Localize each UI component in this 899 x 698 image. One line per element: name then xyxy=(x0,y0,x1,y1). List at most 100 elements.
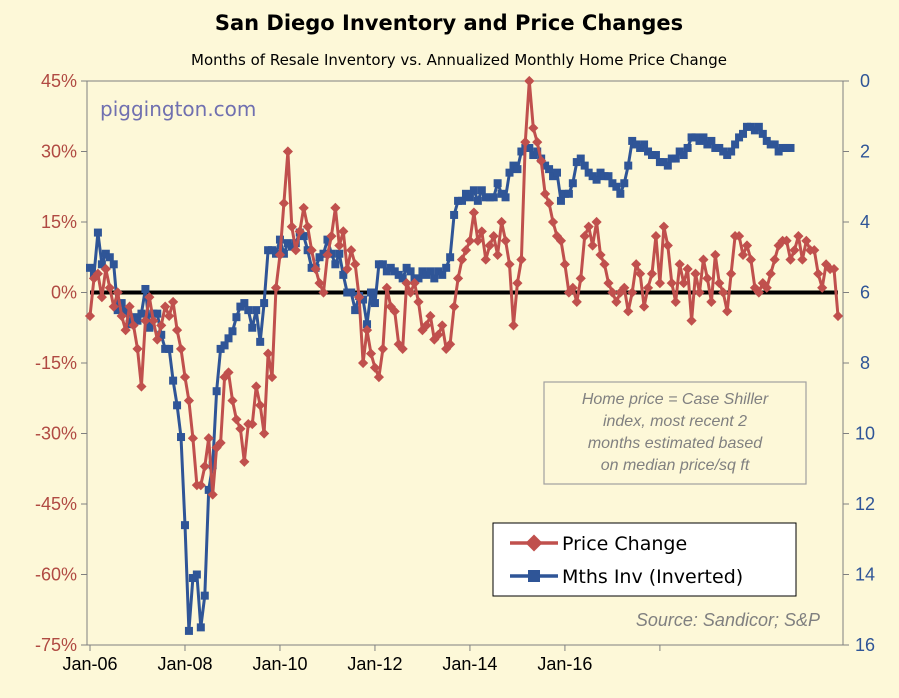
inventory-point xyxy=(228,327,237,336)
price-change-point xyxy=(322,249,333,260)
inventory-point xyxy=(758,129,767,138)
source-label: Source: Sandicor; S&P xyxy=(636,610,820,630)
inventory-point xyxy=(592,175,601,184)
note-box: Home price = Case Shiller index, most re… xyxy=(543,381,807,485)
inventory-point xyxy=(446,253,455,262)
price-change-point xyxy=(373,372,384,383)
inventory-point xyxy=(105,253,114,262)
inventory-point xyxy=(426,267,435,276)
price-change-point xyxy=(737,249,749,261)
inventory-point xyxy=(683,143,692,152)
inventory-point xyxy=(240,299,249,308)
series-group xyxy=(84,75,844,635)
price-change-series-line xyxy=(88,79,840,497)
price-change-point xyxy=(575,273,586,284)
inventory-point xyxy=(564,189,573,198)
inventory-point xyxy=(699,133,708,142)
inventory-point xyxy=(212,387,221,396)
inventory-point xyxy=(576,154,585,163)
inventory-point xyxy=(319,249,328,258)
inventory-point xyxy=(438,270,447,279)
price-change-point xyxy=(156,320,167,331)
inventory-point xyxy=(489,193,498,202)
inventory-point xyxy=(469,186,478,195)
y-left-tick-label: -60% xyxy=(35,565,77,585)
y-left-tick-label: 0% xyxy=(51,283,77,303)
price-change-point xyxy=(516,254,527,265)
price-change-point xyxy=(603,277,614,289)
note-box-border xyxy=(543,381,807,485)
x-tick-label: Jan-08 xyxy=(157,654,212,674)
price-change-point xyxy=(350,259,361,270)
inventory-point xyxy=(93,228,102,237)
inventory-point xyxy=(378,260,387,269)
price-change-markers xyxy=(84,75,844,500)
price-change-point xyxy=(445,339,456,350)
inventory-point xyxy=(430,274,439,283)
price-change-point xyxy=(571,296,582,307)
price-change-point xyxy=(187,433,198,444)
price-change-point xyxy=(492,249,503,261)
inventory-point xyxy=(465,193,474,202)
inventory-point xyxy=(707,136,716,145)
price-change-point xyxy=(183,395,195,406)
inventory-point xyxy=(366,288,375,297)
price-change-point xyxy=(540,188,551,199)
inventory-point xyxy=(248,323,257,332)
price-change-point xyxy=(496,216,507,228)
price-change-point xyxy=(409,278,420,289)
price-change-point xyxy=(120,325,131,336)
price-change-point xyxy=(361,325,373,336)
inventory-point xyxy=(165,344,174,353)
price-change-point xyxy=(259,428,270,439)
inventory-point xyxy=(525,143,534,152)
price-change-point xyxy=(235,423,246,434)
chart-title: San Diego Inventory and Price Changes xyxy=(215,11,683,35)
price-change-point xyxy=(405,287,416,298)
price-change-point xyxy=(251,381,262,392)
price-change-point xyxy=(314,278,325,289)
inventory-point xyxy=(398,274,407,283)
price-change-point xyxy=(401,278,412,289)
price-change-point xyxy=(338,226,349,237)
price-change-point xyxy=(346,245,357,256)
inventory-point xyxy=(232,313,241,322)
price-change-point xyxy=(547,216,559,228)
price-change-point xyxy=(298,202,309,214)
inventory-point xyxy=(208,461,217,470)
inventory-point xyxy=(624,161,633,170)
y-left-tick-label: -45% xyxy=(35,494,77,514)
price-change-point xyxy=(484,240,495,251)
inventory-point xyxy=(272,249,281,258)
price-change-point xyxy=(365,348,377,359)
price-change-point xyxy=(452,273,464,284)
inventory-point xyxy=(442,263,451,272)
inventory-point xyxy=(184,626,193,635)
price-change-point xyxy=(413,296,424,307)
price-change-point xyxy=(631,259,642,270)
inventory-point xyxy=(335,249,344,258)
legend-box xyxy=(492,522,797,597)
x-tick-label: Jan-06 xyxy=(62,654,117,674)
price-change-point xyxy=(702,273,713,284)
price-change-point xyxy=(646,268,658,279)
inventory-point xyxy=(252,306,261,315)
y-left-tick-label: -15% xyxy=(35,353,77,373)
price-change-point xyxy=(92,268,104,279)
price-change-point xyxy=(785,254,796,265)
inventory-point xyxy=(125,320,134,329)
inventory-point xyxy=(363,320,372,329)
price-change-point xyxy=(290,245,301,256)
y-right-tick-label: 2 xyxy=(860,142,870,162)
note-line-4: on median price/sq ft xyxy=(601,457,750,474)
price-change-point xyxy=(718,287,729,298)
inventory-point xyxy=(770,140,779,149)
price-change-point xyxy=(480,254,491,265)
note-line-3: months estimated based xyxy=(588,435,763,452)
inventory-point xyxy=(351,306,360,315)
price-change-point xyxy=(456,254,468,265)
y-right-tick-label: 6 xyxy=(860,283,870,303)
inventory-point xyxy=(323,235,332,244)
price-change-point xyxy=(619,282,630,293)
